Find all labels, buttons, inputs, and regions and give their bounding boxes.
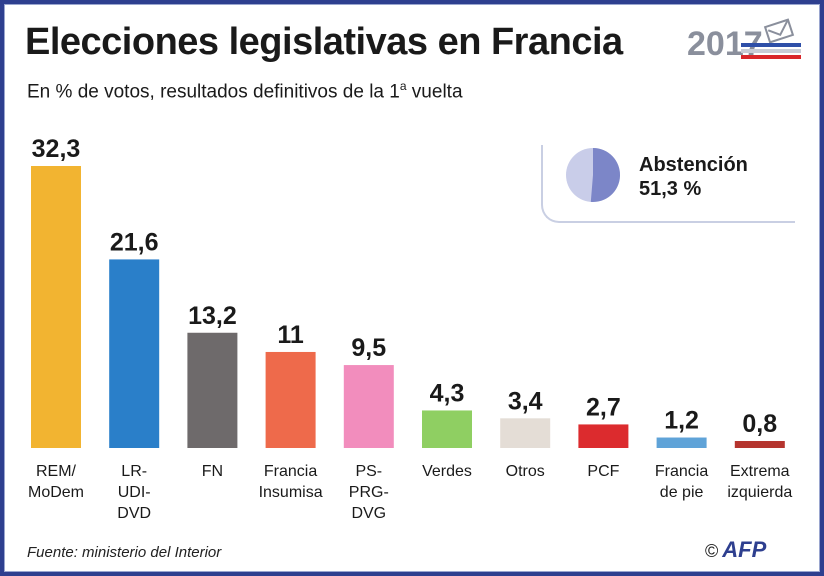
bar-2 bbox=[187, 332, 238, 448]
category-label-0: REM/MoDem bbox=[28, 463, 84, 501]
agency-credit: © AFP bbox=[705, 537, 766, 563]
bar-1 bbox=[109, 259, 160, 448]
afp-logo: AFP bbox=[722, 537, 767, 562]
abstention-pie bbox=[566, 148, 620, 202]
category-label-5: Verdes bbox=[422, 463, 472, 480]
abstention-box bbox=[541, 145, 795, 223]
category-label-9: Extrema izquierda bbox=[727, 463, 792, 501]
category-label-1: LR-UDI-DVD bbox=[117, 463, 151, 522]
category-label-7: PCF bbox=[587, 463, 619, 480]
bar-value-label-6: 3,4 bbox=[508, 387, 543, 415]
bar-4 bbox=[343, 365, 394, 448]
source-note: Fuente: ministerio del Interior bbox=[27, 544, 222, 561]
category-label-4: PS-PRG-DVG bbox=[349, 463, 389, 522]
flag-stripe-blue bbox=[741, 43, 801, 47]
flag-stripe-white bbox=[741, 49, 801, 53]
chart-subtitle: En % de votos, resultados definitivos de… bbox=[27, 79, 463, 103]
bar-value-label-4: 9,5 bbox=[351, 334, 386, 362]
bar-8 bbox=[656, 437, 707, 448]
subtitle-superscript: a bbox=[399, 79, 407, 93]
bar-5 bbox=[422, 410, 472, 448]
bar-7 bbox=[578, 424, 629, 448]
bar-0 bbox=[31, 166, 81, 448]
bar-value-label-3: 11 bbox=[277, 321, 304, 349]
abstention-value: 51,3 % bbox=[639, 178, 702, 200]
bar-value-label-8: 1,2 bbox=[664, 407, 699, 435]
bar-value-label-1: 21,6 bbox=[110, 228, 159, 256]
copyright-symbol: © bbox=[705, 541, 719, 561]
bar-value-label-7: 2,7 bbox=[586, 393, 621, 421]
subtitle-main: En % de votos, resultados definitivos de… bbox=[27, 81, 400, 103]
bar-chart: 32,3 REM/MoDem 21,6 LR-UDI-DVD 13,2 FN 11 Franc… bbox=[28, 135, 792, 522]
bar-value-label-2: 13,2 bbox=[188, 302, 237, 330]
category-label-2: FN bbox=[202, 463, 223, 480]
bar-3 bbox=[265, 351, 316, 448]
infographic-frame: Elecciones legislativas en Francia En % … bbox=[4, 4, 820, 572]
bar-6 bbox=[500, 418, 551, 448]
category-label-3: Francia Insumisa bbox=[259, 463, 323, 501]
bar-value-label-9: 0,8 bbox=[742, 410, 777, 438]
ballot-envelope-icon bbox=[763, 18, 795, 44]
category-label-6: Otros bbox=[506, 463, 545, 480]
abstention-pie-slice bbox=[590, 148, 620, 202]
chart-title: Elecciones legislativas en Francia bbox=[25, 21, 623, 63]
category-label-8: Francia de pie bbox=[655, 463, 708, 501]
subtitle-end: vuelta bbox=[406, 81, 463, 103]
abstention-label: Abstención bbox=[639, 154, 748, 176]
bar-value-label-5: 4,3 bbox=[430, 379, 465, 407]
election-2017-logo: 2017 bbox=[687, 18, 801, 63]
bar-9 bbox=[734, 441, 785, 448]
bar-value-label-0: 32,3 bbox=[32, 135, 81, 163]
flag-stripe-red bbox=[741, 55, 801, 59]
